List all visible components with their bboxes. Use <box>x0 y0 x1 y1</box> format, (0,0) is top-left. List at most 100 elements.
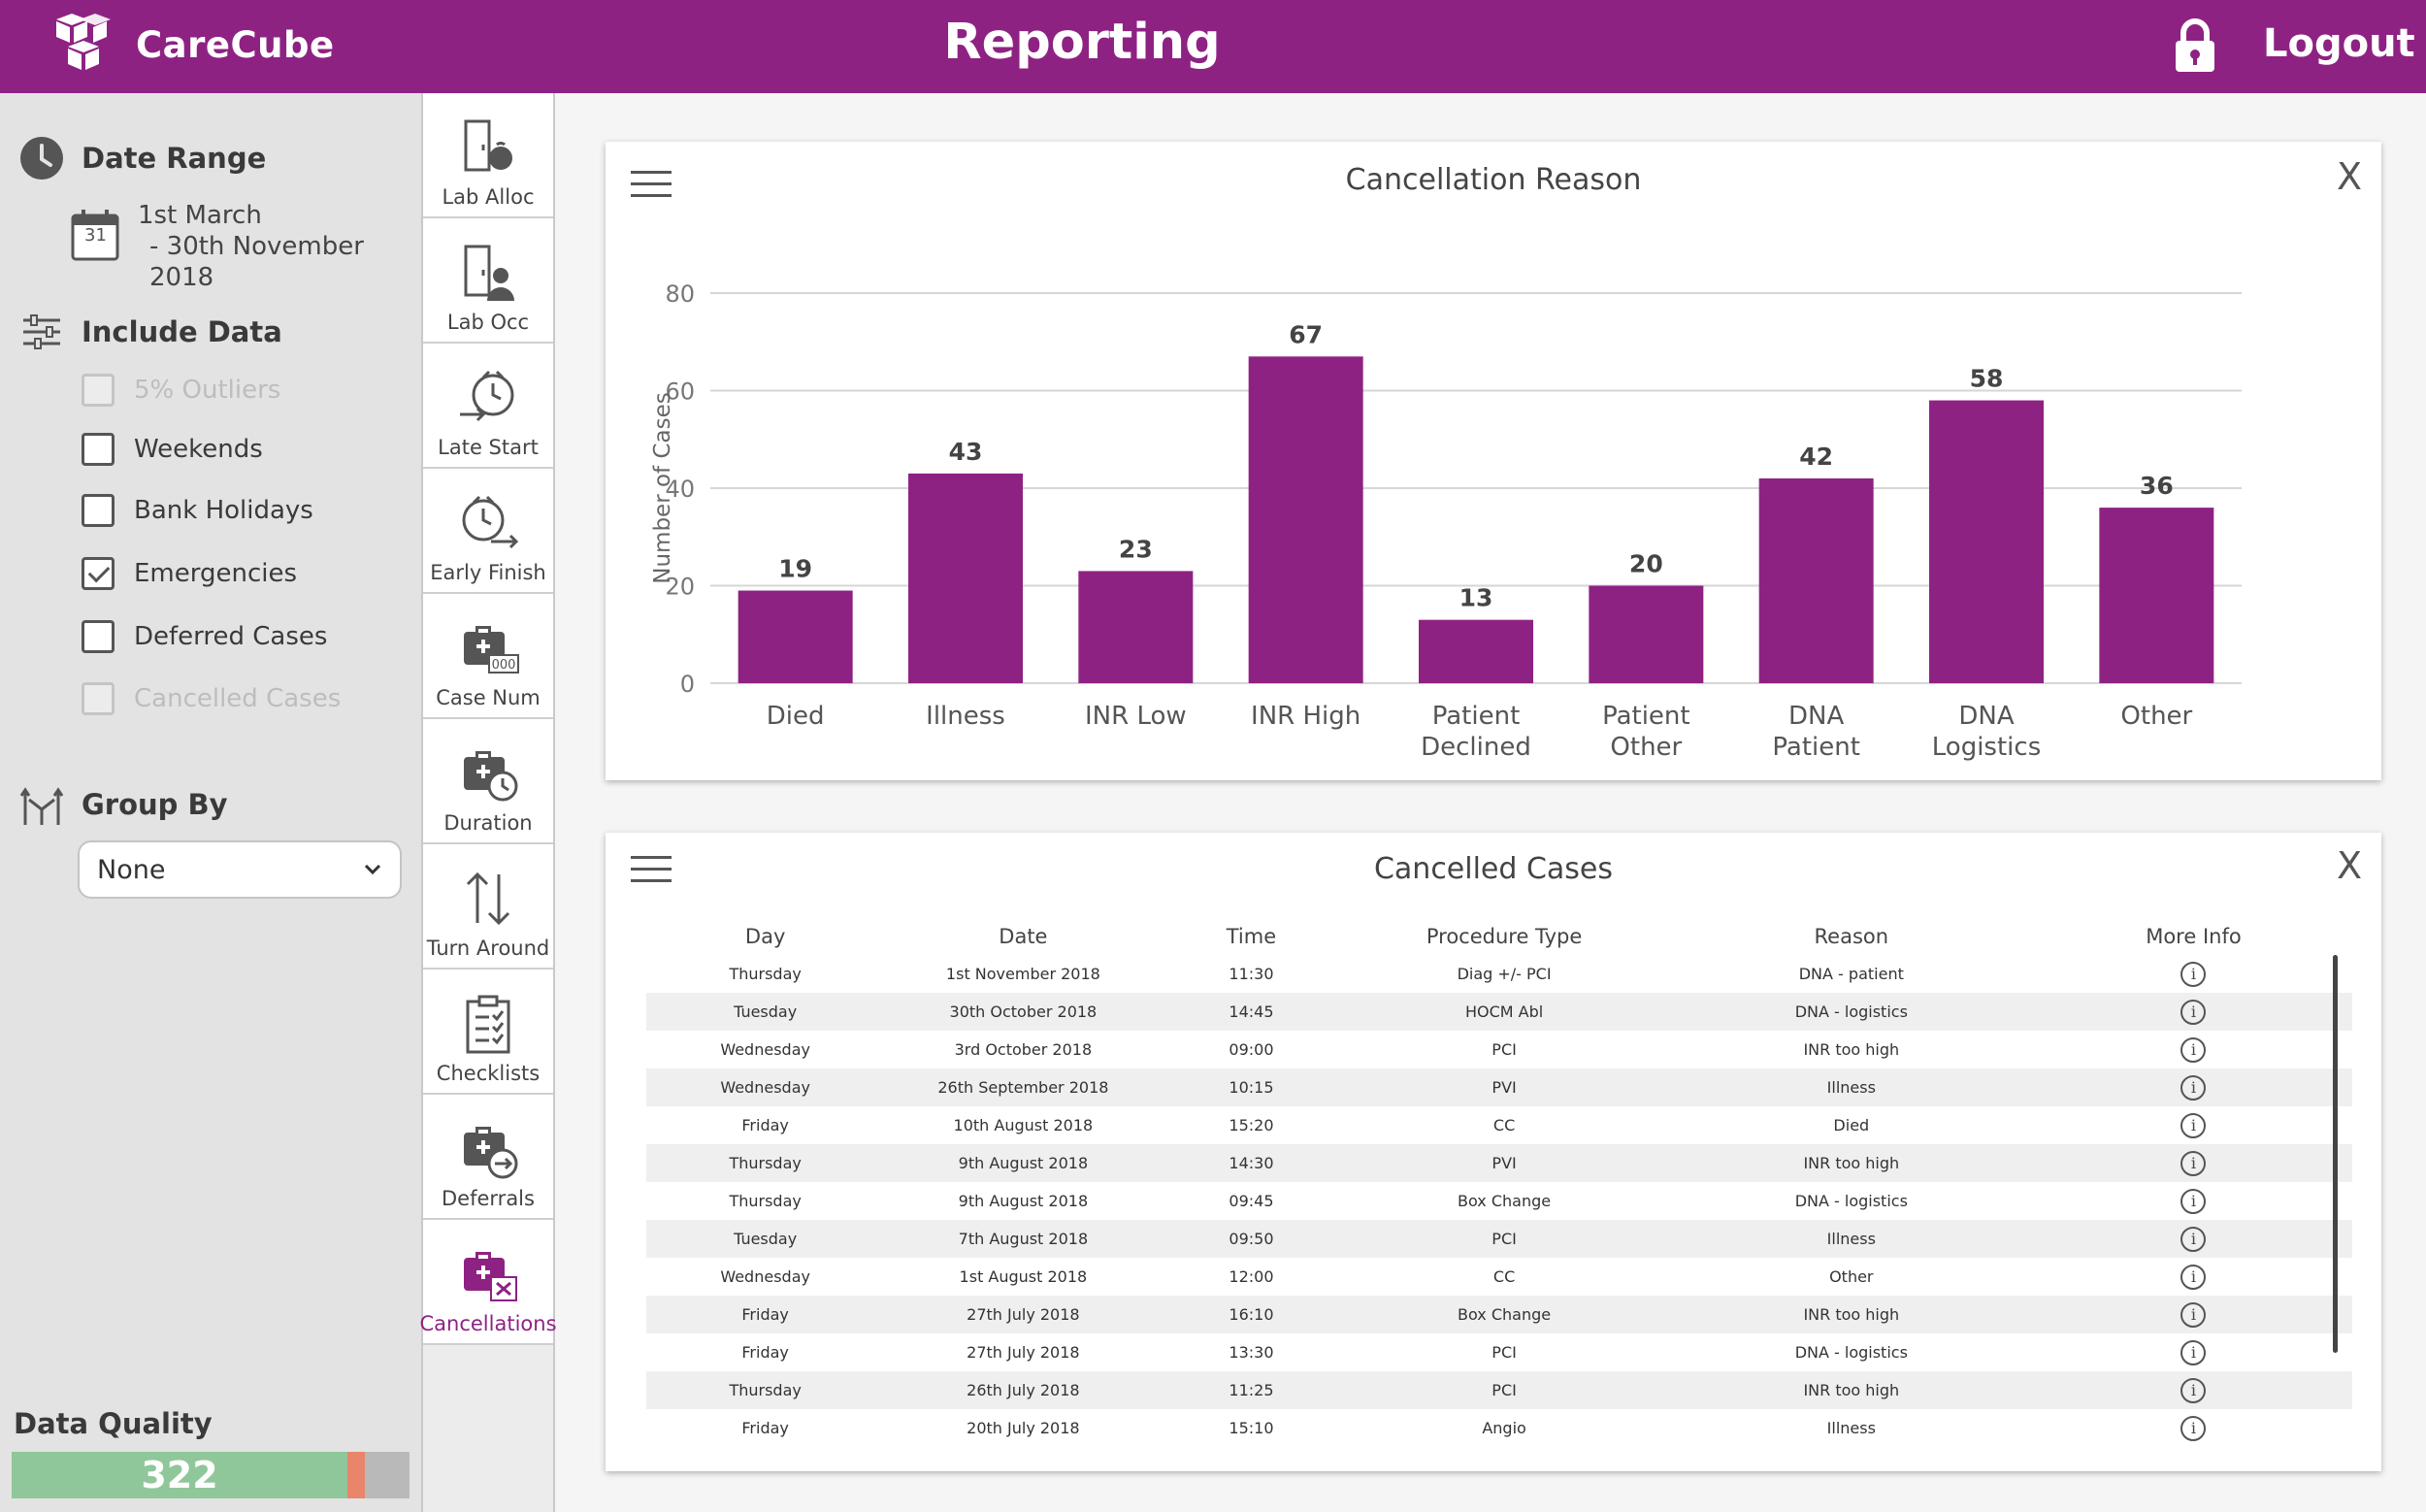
cube-logo-icon <box>56 14 111 70</box>
info-icon[interactable]: i <box>2180 1264 2207 1290</box>
bar-value-label: 13 <box>1459 584 1493 612</box>
info-icon[interactable]: i <box>2180 999 2207 1025</box>
checkbox-cancelled-cases[interactable]: Cancelled Cases <box>82 682 341 715</box>
nav-deferrals[interactable]: Deferrals <box>423 1095 553 1220</box>
case-num-icon: 000 <box>464 626 519 674</box>
column-header-day[interactable]: Day <box>744 925 786 948</box>
nav-duration[interactable]: Duration <box>423 719 553 844</box>
cell-day: Tuesday <box>646 993 885 1031</box>
cell-time: 16:10 <box>1162 1296 1341 1333</box>
chart-close-button[interactable]: X <box>2336 155 2362 198</box>
checkbox-emergencies[interactable]: Emergencies <box>82 557 297 590</box>
cell-date: 1st November 2018 <box>945 965 1100 983</box>
date-range-value[interactable]: 1st March - 30th November 2018 <box>138 201 364 292</box>
chart-title: Cancellation Reason <box>1345 163 1642 197</box>
cancelled-cases-panel: Cancelled Cases X Day Date Time Procedur… <box>606 833 2381 1471</box>
nav-lab-occ[interactable]: Lab Occ <box>423 218 553 344</box>
carecube-logo[interactable]: CareCube <box>43 14 335 76</box>
table-menu-icon[interactable] <box>631 856 672 891</box>
x-tick-label: Declined <box>1421 733 1531 762</box>
x-tick-label: Other <box>2120 702 2192 731</box>
info-icon[interactable]: i <box>2180 1339 2207 1365</box>
column-header-date[interactable]: Date <box>999 925 1048 948</box>
chart-bar <box>1589 585 1704 683</box>
lock-icon[interactable] <box>2172 17 2218 74</box>
cell-reason: Illness <box>1826 1419 1876 1437</box>
cell-date: 1st August 2018 <box>959 1267 1088 1286</box>
cell-reason: INR too high <box>1667 1296 2035 1333</box>
checkbox-weekends[interactable]: Weekends <box>82 433 263 466</box>
column-header-time[interactable]: Time <box>1226 925 1277 948</box>
cell-reason: INR too high <box>1803 1040 1900 1059</box>
info-icon[interactable]: i <box>2180 1036 2207 1063</box>
cell-procedure-type: HOCM Abl <box>1340 993 1668 1031</box>
cell-day: Thursday <box>729 1192 802 1210</box>
cell-procedure-type: Box Change <box>1340 1296 1668 1333</box>
checkbox-box[interactable] <box>82 433 115 466</box>
checkbox-outliers[interactable]: 5% Outliers <box>82 374 280 407</box>
calendar-icon[interactable] <box>70 208 120 262</box>
nav-checklists[interactable]: Checklists <box>423 970 553 1095</box>
table-row: Friday 27th July 2018 13:30 PCI DNA - logist… <box>646 1333 2352 1371</box>
info-icon[interactable]: i <box>2180 1112 2207 1138</box>
checkbox-box[interactable] <box>82 557 115 590</box>
logout-button[interactable]: Logout <box>2263 21 2415 66</box>
chart-menu-icon[interactable] <box>631 171 672 206</box>
cell-date: 10th August 2018 <box>953 1116 1094 1134</box>
checkbox-box[interactable] <box>82 620 115 653</box>
lab-occ-icon <box>464 245 514 301</box>
cell-more-info: i <box>2034 993 2352 1031</box>
info-icon[interactable]: i <box>2180 1226 2207 1252</box>
checkbox-deferred-cases[interactable]: Deferred Cases <box>82 620 327 653</box>
cell-day: Thursday <box>646 1371 885 1409</box>
filter-sidebar: Date Range 31 1st March - 30th November … <box>0 93 421 1512</box>
chevron-down-icon <box>364 864 381 875</box>
nav-case-num[interactable]: 000 Case Num <box>423 594 553 719</box>
column-header-procedure-type[interactable]: Procedure Type <box>1426 925 1583 948</box>
cell-procedure-type: Angio <box>1482 1419 1526 1437</box>
cell-procedure-type: CC <box>1492 1116 1516 1134</box>
chart-bar <box>908 473 1023 683</box>
chart-bar <box>1419 619 1533 683</box>
cell-reason: Other <box>1829 1267 1874 1286</box>
checkbox-box[interactable] <box>82 682 115 715</box>
nav-cancellations[interactable]: Cancellations <box>420 1220 557 1345</box>
x-tick-label: Logistics <box>1932 733 2041 762</box>
checkbox-bank-holidays[interactable]: Bank Holidays <box>82 494 313 527</box>
table-header-row: Day Date Time Procedure Type Reason More… <box>646 918 2352 955</box>
cell-procedure-type: PVI <box>1340 1144 1668 1182</box>
checkbox-box[interactable] <box>82 374 115 407</box>
group-by-select[interactable]: None <box>78 840 402 899</box>
table-close-button[interactable]: X <box>2336 844 2362 887</box>
info-icon[interactable]: i <box>2180 1377 2207 1403</box>
sliders-icon <box>23 314 60 349</box>
bar-value-label: 23 <box>1119 535 1153 563</box>
group-by-icon <box>19 787 64 825</box>
cell-time: 11:25 <box>1162 1371 1341 1409</box>
cell-reason: DNA - logistics <box>1794 1192 1908 1210</box>
cell-time: 10:15 <box>1162 1068 1341 1106</box>
info-icon[interactable]: i <box>2180 1301 2207 1328</box>
cell-more-info: i <box>2034 1144 2352 1182</box>
info-icon[interactable]: i <box>2180 1415 2207 1441</box>
cell-time: 11:30 <box>1229 965 1274 983</box>
include-data-heading: Include Data <box>19 312 282 351</box>
cell-time: 09:00 <box>1229 1040 1274 1059</box>
checkbox-box[interactable] <box>82 494 115 527</box>
info-icon[interactable]: i <box>2180 1188 2207 1214</box>
nav-lab-alloc[interactable]: Lab Alloc <box>423 93 553 218</box>
table-scrollbar[interactable] <box>2333 955 2338 1353</box>
chart-bar <box>2099 508 2214 683</box>
info-icon[interactable]: i <box>2180 1074 2207 1101</box>
table-row: Thursday 26th July 2018 11:25 PCI INR too hi… <box>646 1371 2352 1409</box>
info-icon[interactable]: i <box>2180 961 2207 987</box>
svg-text:000: 000 <box>492 658 516 673</box>
nav-turn-around[interactable]: Turn Around <box>423 844 553 970</box>
column-header-more-info[interactable]: More Info <box>2146 925 2242 948</box>
cancellation-chart: 0 20 40 60 80 Number of Cases 19 Died 43 Illness 2… <box>650 280 2242 762</box>
x-tick-label: Patient <box>1432 702 1521 731</box>
info-icon[interactable]: i <box>2180 1150 2207 1176</box>
nav-late-start[interactable]: Late Start <box>423 344 553 469</box>
column-header-reason[interactable]: Reason <box>1814 925 1889 948</box>
nav-early-finish[interactable]: Early Finish <box>423 469 553 594</box>
